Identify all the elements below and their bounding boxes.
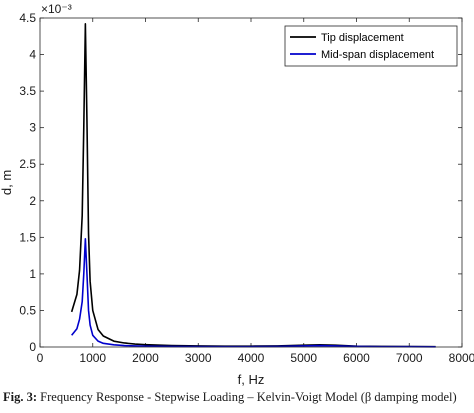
legend: Tip displacement Mid-span displacement [284, 25, 458, 67]
y-tick-label: 0 [29, 340, 36, 354]
y-tick-label: 2.5 [19, 157, 36, 171]
caption-label: Fig. 3: [3, 390, 38, 404]
y-axis-title: d, m [0, 170, 14, 195]
series-line-mid-span-displacement [71, 238, 436, 348]
y-tick-label: 2 [29, 194, 36, 208]
plot-frame [39, 17, 463, 348]
y-tick-label: 1.5 [19, 230, 36, 244]
y-tick-label: 0.5 [19, 303, 36, 317]
x-tick-label: 4000 [238, 351, 265, 365]
y-tick-label: 1 [29, 267, 36, 281]
y-tick-label: 3.5 [19, 84, 36, 98]
caption-text: Frequency Response - Stepwise Loading – … [37, 390, 457, 404]
x-tick-label: 5000 [290, 351, 317, 365]
x-tick-label: 8000 [449, 351, 474, 365]
x-tick-label: 0 [37, 351, 44, 365]
legend-label-tip: Tip displacement [321, 32, 404, 44]
plot-background [40, 18, 462, 347]
y-tick-label: 4 [29, 48, 36, 62]
x-tick-label: 6000 [343, 351, 370, 365]
legend-box [284, 25, 458, 67]
y-tick-label: 4.5 [19, 11, 36, 25]
x-tick-label: 1000 [79, 351, 106, 365]
x-tick-label: 3000 [185, 351, 212, 365]
legend-label-mid-span: Mid-span displacement [321, 49, 434, 61]
y-tick-label: 3 [29, 121, 36, 135]
y-axis-multiplier: ×10⁻³ [41, 2, 72, 16]
x-tick-label: 2000 [132, 351, 159, 365]
figure-caption: Fig. 3: Frequency Response - Stepwise Lo… [3, 390, 471, 405]
x-tick-label: 7000 [396, 351, 423, 365]
x-axis-title: f, Hz [238, 372, 265, 387]
